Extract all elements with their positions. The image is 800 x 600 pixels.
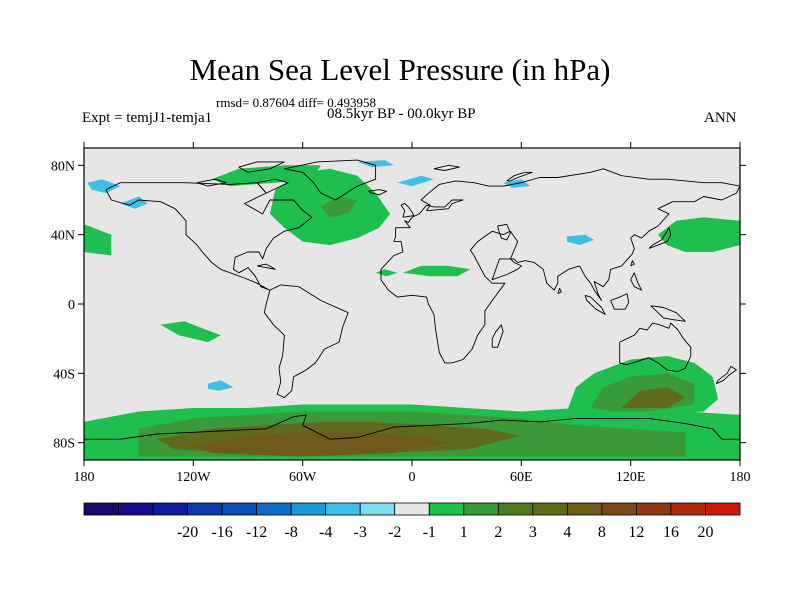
colorbar-label: -2 xyxy=(388,524,401,541)
coast-iceland xyxy=(368,189,387,196)
lon-tick-label: 60E xyxy=(510,470,533,485)
lon-tick-label: 180 xyxy=(730,470,751,485)
coast-south-america xyxy=(263,284,349,399)
colorbar-swatch xyxy=(636,502,672,516)
colorbar-label: 16 xyxy=(663,524,679,541)
colorbar-label: 12 xyxy=(628,524,644,541)
colorbar-swatch xyxy=(463,502,499,516)
coast-cuba xyxy=(257,263,276,270)
coast-victoria-island xyxy=(196,178,227,187)
region-asia-blue xyxy=(566,234,595,246)
coast-svalbard xyxy=(433,164,460,171)
colorbar-label: 1 xyxy=(460,524,468,541)
coast-eurasia-africa xyxy=(380,168,740,364)
coast-japan xyxy=(648,227,672,249)
colorbar-swatch xyxy=(187,502,223,516)
region-s-indian-ocean-4 xyxy=(621,387,686,408)
region-s-pacific-blue xyxy=(207,380,234,391)
colorbar-swatch xyxy=(359,502,396,516)
colorbar-label: 3 xyxy=(529,524,537,541)
colorbar-label: -20 xyxy=(177,524,198,541)
colorbar-swatch xyxy=(152,502,188,516)
colorbar-swatch xyxy=(566,502,603,516)
coastlines xyxy=(84,159,740,440)
region-n-atlantic-3 xyxy=(320,196,358,218)
colorbar-label: -16 xyxy=(211,524,232,541)
coast-antarctica xyxy=(84,414,740,440)
colorbar-label: 20 xyxy=(697,524,713,541)
chart-title: Mean Sea Level Pressure (in hPa) xyxy=(189,52,611,87)
stats-text: rmsd= 0.87604 diff= 0.493958 xyxy=(216,95,376,110)
colorbar-swatch xyxy=(601,502,637,516)
colorbar-swatch xyxy=(394,502,430,516)
region-barents-blue xyxy=(397,175,434,187)
colorbar-swatch xyxy=(118,502,154,516)
colorbar-swatch xyxy=(83,502,119,516)
colorbar-label: 4 xyxy=(563,524,571,541)
region-n-pacific-2w xyxy=(84,224,112,256)
period-text: 08.5kyr BP - 00.0kyr BP xyxy=(327,106,476,122)
lon-tick-label: 120E xyxy=(616,470,646,485)
colorbar-swatch xyxy=(256,502,292,516)
region-antarctic-band-8 xyxy=(193,432,449,457)
coast-baffin-island xyxy=(256,178,289,194)
colorbar-label: -3 xyxy=(354,524,367,541)
region-arctic-blue-2 xyxy=(357,160,394,168)
colorbar-label: 8 xyxy=(598,524,606,541)
lon-tick-label: 60W xyxy=(289,470,317,485)
colorbar-swatch xyxy=(325,502,361,516)
axis-ticks: 80N 40N 0 40S 80S 180 120W 60W 0 60E 120E 180 xyxy=(51,142,751,485)
lat-tick-label: 80N xyxy=(51,159,75,174)
colorbar-label: -4 xyxy=(319,524,332,541)
colorbar-swatch xyxy=(221,502,258,516)
coast-new-guinea xyxy=(650,305,686,322)
region-arctic-blue-1 xyxy=(87,179,121,194)
colorbar-label: -1 xyxy=(423,524,436,541)
lat-tick-label: 0 xyxy=(68,298,75,313)
coast-ellesmere xyxy=(238,161,285,173)
coast-new-zealand xyxy=(715,365,737,385)
coast-north-america xyxy=(105,182,313,291)
coast-sumatra xyxy=(584,294,606,315)
colorbar: -20 -16 -12 -8 -4 -3 -2 -1 1 2 3 4 8 12 16 20 xyxy=(83,502,741,541)
coast-borneo-indonesia xyxy=(610,293,630,310)
coast-madagascar xyxy=(491,324,504,348)
colorbar-swatch xyxy=(705,502,741,516)
colorbar-label: -12 xyxy=(246,524,267,541)
coast-greenland xyxy=(283,159,377,201)
lon-tick-label: 180 xyxy=(74,470,95,485)
coast-philippines xyxy=(630,272,643,291)
colorbar-label: 2 xyxy=(494,524,502,541)
region-n-pacific-2 xyxy=(658,217,740,252)
coast-australia xyxy=(619,322,692,373)
colorbar-swatch xyxy=(290,502,327,516)
lon-tick-label: 0 xyxy=(409,470,416,485)
lat-tick-label: 40S xyxy=(53,367,75,382)
colorbar-swatch xyxy=(532,502,568,516)
coast-british-isles xyxy=(400,203,415,218)
colorbar-swatch xyxy=(428,502,465,516)
colorbar-swatch xyxy=(670,502,706,516)
coast-taiwan xyxy=(630,260,635,267)
colorbar-swatch xyxy=(497,502,534,516)
region-sahara-2 xyxy=(402,265,471,277)
coast-sri-lanka xyxy=(557,287,562,295)
lat-tick-label: 80S xyxy=(53,437,75,452)
coast-caspian xyxy=(497,223,511,241)
lat-tick-label: 40N xyxy=(51,229,75,244)
colorbar-label: -8 xyxy=(284,524,297,541)
season-label: ANN xyxy=(704,110,737,126)
experiment-label: Expt = temjJ1-temja1 xyxy=(82,110,213,126)
lon-tick-label: 120W xyxy=(176,470,211,485)
coast-novaya-zemlya xyxy=(506,171,533,182)
region-e-pacific-2 xyxy=(160,321,221,343)
